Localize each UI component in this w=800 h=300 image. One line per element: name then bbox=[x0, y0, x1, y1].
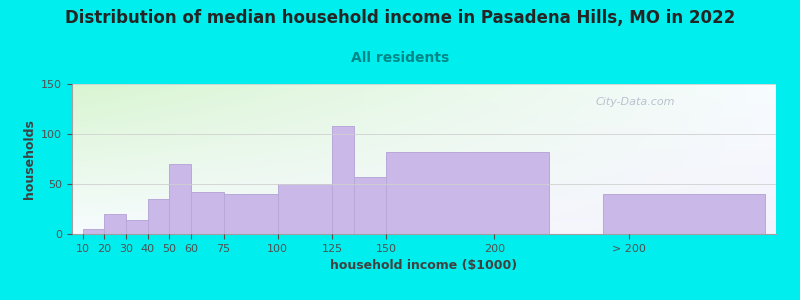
Bar bbox=[148, 199, 170, 234]
Bar bbox=[83, 229, 105, 234]
Bar bbox=[354, 177, 386, 234]
Bar bbox=[386, 152, 549, 234]
Text: Distribution of median household income in Pasadena Hills, MO in 2022: Distribution of median household income … bbox=[65, 9, 735, 27]
Text: City-Data.com: City-Data.com bbox=[595, 97, 675, 107]
Bar bbox=[105, 214, 126, 234]
Bar bbox=[278, 184, 332, 234]
Bar bbox=[224, 194, 278, 234]
Bar bbox=[602, 194, 765, 234]
Bar bbox=[126, 220, 148, 234]
Text: All residents: All residents bbox=[351, 51, 449, 65]
Y-axis label: households: households bbox=[22, 119, 36, 199]
Bar bbox=[332, 126, 354, 234]
X-axis label: household income ($1000): household income ($1000) bbox=[330, 259, 518, 272]
Bar bbox=[170, 164, 191, 234]
Bar bbox=[191, 192, 224, 234]
